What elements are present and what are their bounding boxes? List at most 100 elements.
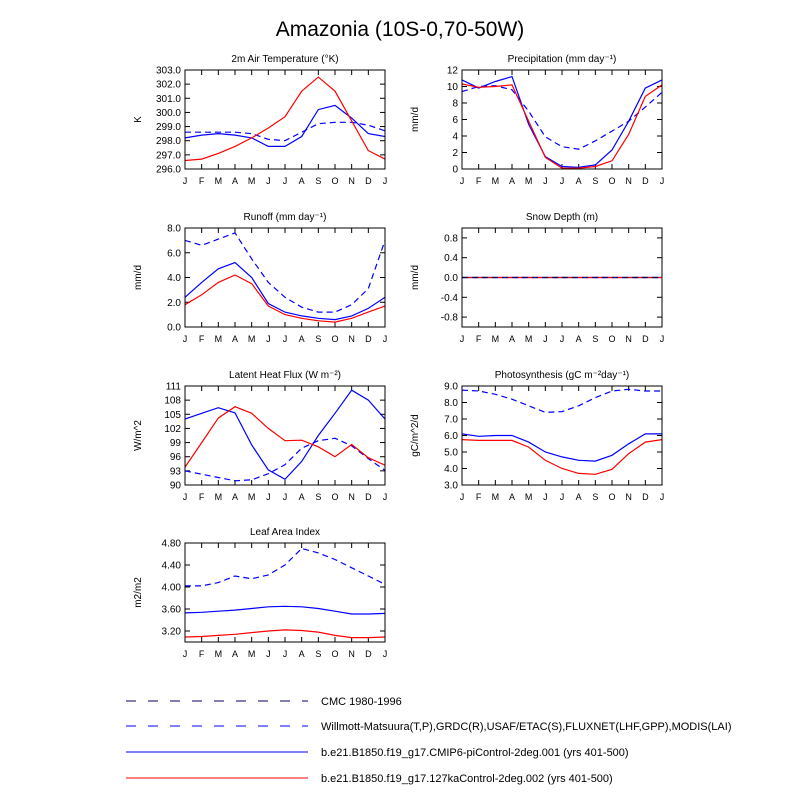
y-tick-label: 303.0 — [156, 66, 181, 77]
x-tick-label: A — [232, 176, 238, 186]
plot-frame — [184, 69, 386, 170]
x-tick-label: J — [560, 492, 565, 502]
x-tick-label: D — [642, 176, 649, 186]
series-line-127kacontrol — [185, 406, 385, 468]
x-tick-label: J — [560, 176, 565, 186]
x-tick-label: A — [299, 176, 305, 186]
x-tick-label: M — [492, 176, 500, 186]
panel-title: Photosynthesis (gC m⁻²day⁻¹) — [495, 370, 630, 381]
series-line-modis — [185, 547, 385, 587]
panels: 2m Air Temperature (°K) K 296.0 297.0 298.0 2… — [133, 54, 664, 659]
panel-3: Runoff (mm day⁻¹)mm/d0.02.04.06.08.0J F M A… — [133, 212, 387, 344]
x-tick-label: J — [183, 649, 188, 659]
y-tick-label: 0 — [452, 165, 458, 176]
series-line-willmott-matsuura — [185, 232, 385, 313]
x-tick-label: J — [660, 334, 665, 344]
x-tick-label: J — [460, 334, 465, 344]
x-tick-label: M — [248, 176, 256, 186]
x-tick-label: O — [608, 334, 615, 344]
y-tick-label: 3.20 — [162, 627, 182, 638]
x-tick-label: J — [383, 176, 388, 186]
x-tick-label: M — [215, 176, 223, 186]
panel-title: Leaf Area Index — [250, 527, 320, 538]
y-tick-label: -0.8 — [441, 313, 459, 324]
series-line-127kacontrol — [185, 76, 385, 162]
x-tick-label: J — [383, 334, 388, 344]
plot-frame — [184, 542, 386, 643]
x-tick-label: N — [625, 492, 632, 502]
x-tick-label: S — [315, 176, 321, 186]
x-tick-label: O — [608, 492, 615, 502]
panel-6: Photosynthesis (gC m⁻²day⁻¹) gC/m^2/d 3.0 4… — [410, 370, 664, 502]
panel-1: 2m Air Temperature (°K) K 296.0 297.0 298.0 2… — [133, 54, 387, 186]
panel-5: Latent Heat Flux (W m⁻²) W/m^2 90 93 96 99 102… — [133, 370, 387, 502]
x-tick-label: J — [183, 334, 188, 344]
x-tick-label: A — [576, 492, 582, 502]
plot-frame — [461, 69, 663, 170]
series-line-cmip6-picontrol — [185, 389, 385, 481]
y-axis-label: W/m^2 — [133, 420, 144, 451]
plot-frame — [184, 227, 386, 328]
y-tick-label: 6 — [452, 115, 458, 126]
x-tick-label: J — [383, 492, 388, 502]
x-tick-label: S — [315, 492, 321, 502]
y-axis-label: m2/m2 — [133, 577, 144, 608]
y-tick-label: 300.0 — [156, 108, 181, 119]
y-tick-label: 6.0 — [167, 248, 181, 259]
panel-title: Runoff (mm day⁻¹) — [244, 212, 327, 223]
x-tick-label: N — [625, 176, 632, 186]
x-tick-label: M — [525, 334, 533, 344]
x-tick-label: M — [492, 334, 500, 344]
x-tick-label: J — [266, 649, 271, 659]
x-tick-label: A — [299, 649, 305, 659]
y-tick-label: 302.0 — [156, 80, 181, 91]
plot-frame — [461, 227, 663, 328]
x-tick-label: N — [348, 649, 355, 659]
series-line-127kacontrol — [185, 274, 385, 323]
x-tick-label: M — [248, 492, 256, 502]
y-tick-label: 93 — [170, 466, 182, 477]
y-tick-label: 4.00 — [162, 583, 182, 594]
y-tick-label: 12 — [447, 66, 459, 77]
x-tick-label: J — [543, 176, 548, 186]
x-tick-label: O — [331, 334, 338, 344]
y-tick-label: 4.40 — [162, 561, 182, 572]
x-tick-label: A — [299, 334, 305, 344]
legend-label: CMC 1980-1996 — [321, 696, 402, 708]
y-tick-label: 298.0 — [156, 136, 181, 147]
y-tick-label: 0.0 — [444, 273, 458, 284]
x-tick-label: S — [592, 492, 598, 502]
x-tick-label: S — [315, 334, 321, 344]
x-tick-label: D — [642, 334, 649, 344]
x-tick-label: D — [642, 492, 649, 502]
x-tick-label: F — [476, 334, 482, 344]
plot-frame — [461, 385, 663, 486]
x-tick-label: N — [348, 176, 355, 186]
x-tick-label: M — [248, 334, 256, 344]
x-tick-label: J — [543, 492, 548, 502]
x-tick-label: J — [543, 334, 548, 344]
series-line-cmip6-picontrol — [185, 261, 385, 321]
y-tick-label: 299.0 — [156, 122, 181, 133]
y-axis-label: gC/m^2/d — [410, 414, 421, 457]
x-tick-label: A — [509, 492, 515, 502]
y-tick-label: 10 — [447, 82, 459, 93]
y-tick-label: 4.80 — [162, 539, 182, 550]
panel-7: Leaf Area Index m2/m2 3.20 3.60 4.00 4.40 4.80… — [133, 527, 387, 659]
y-tick-label: 4 — [452, 132, 458, 143]
x-tick-label: M — [525, 492, 533, 502]
y-tick-label: 297.0 — [156, 150, 181, 161]
y-tick-label: 7.0 — [444, 415, 458, 426]
y-axis-label: mm/d — [410, 265, 421, 290]
y-tick-label: 2 — [452, 148, 458, 159]
y-tick-label: 9.0 — [444, 382, 458, 393]
x-tick-label: A — [232, 492, 238, 502]
x-tick-label: S — [315, 649, 321, 659]
y-axis-label: mm/d — [410, 107, 421, 132]
y-tick-label: 105 — [164, 410, 181, 421]
legend: CMC 1980-1996 Willmott-Matsuura(T,P),GRDC… — [126, 696, 732, 785]
y-tick-label: 3.0 — [444, 481, 458, 492]
x-tick-label: N — [348, 334, 355, 344]
y-tick-label: 2.0 — [167, 298, 181, 309]
series-line-cmip6-picontrol — [462, 75, 662, 168]
